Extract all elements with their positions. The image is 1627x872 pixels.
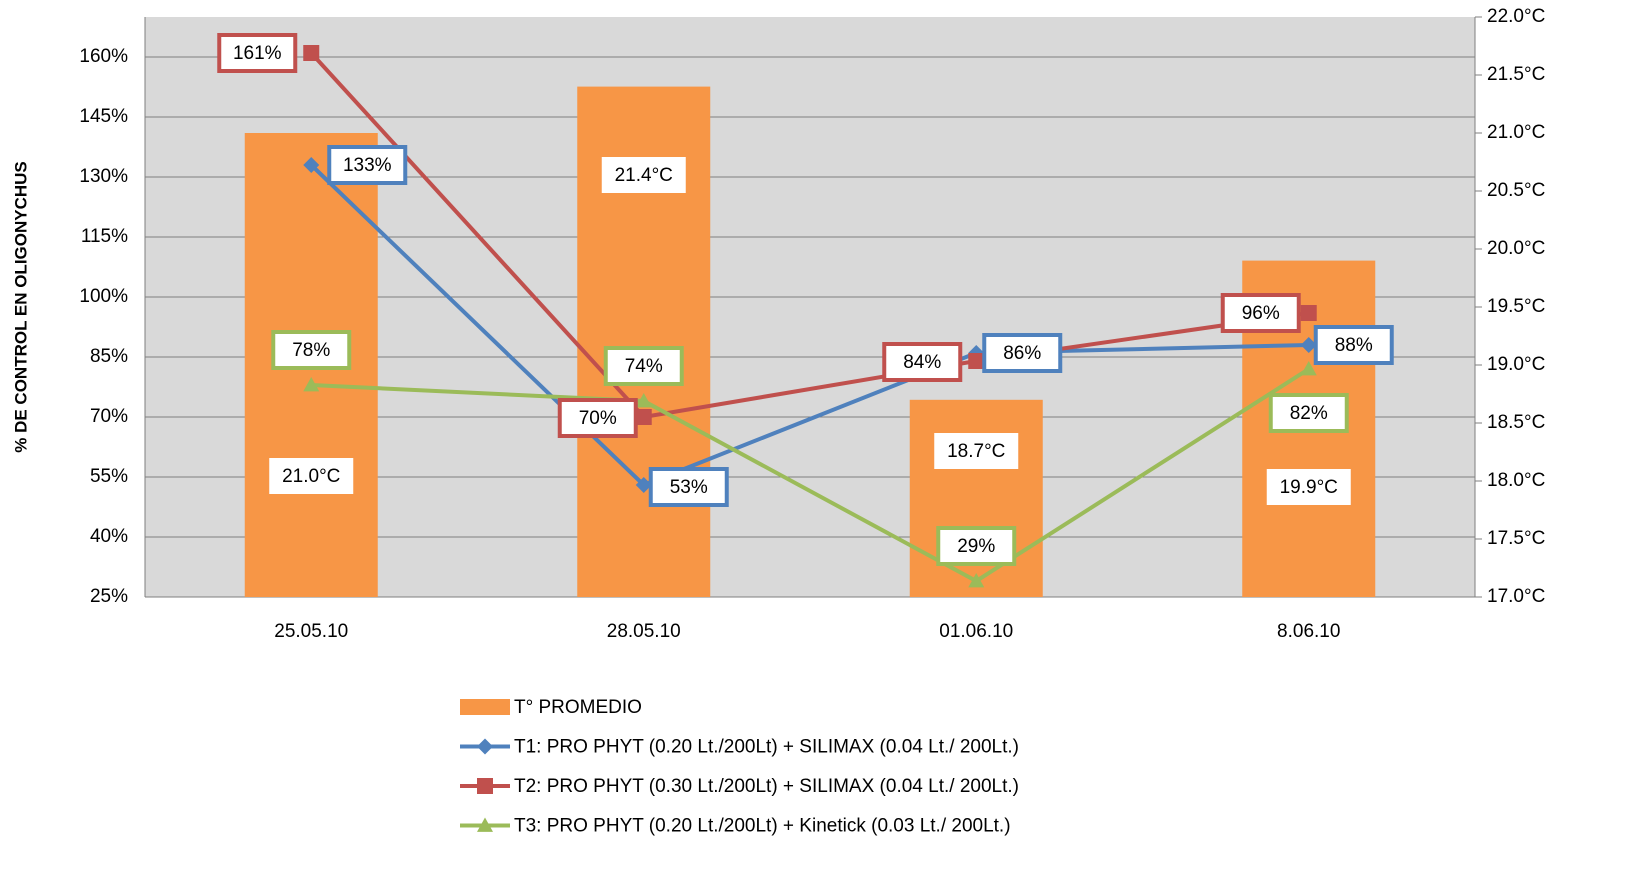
marker xyxy=(968,573,985,588)
data-label-box xyxy=(982,333,1063,373)
marker xyxy=(1300,337,1317,353)
y-tick-label: 55% xyxy=(90,466,128,487)
line xyxy=(311,367,1310,584)
x-tick-label: 25.05.10 xyxy=(274,621,348,642)
data-label-box xyxy=(217,33,298,73)
data-label: 19.9°C xyxy=(1280,477,1338,498)
y2-tick-label: 17.5°C xyxy=(1487,528,1545,549)
marker xyxy=(477,738,493,755)
marker xyxy=(635,409,652,425)
data-label: 21.0°C xyxy=(282,466,340,487)
data-label: 161% xyxy=(233,43,282,64)
data-label: 84% xyxy=(903,352,941,373)
marker xyxy=(635,477,652,493)
x-tick-label: 28.05.10 xyxy=(607,621,681,642)
data-label: 74% xyxy=(625,356,663,377)
y-tick-label: 100% xyxy=(79,286,128,307)
data-label-box xyxy=(882,342,963,382)
data-label-box xyxy=(648,467,729,507)
marker xyxy=(303,377,320,392)
marker xyxy=(1300,361,1317,376)
data-label-box xyxy=(1268,393,1349,433)
data-label-box xyxy=(936,526,1017,566)
data-label-box xyxy=(934,433,1019,469)
y2-tick-label: 18.0°C xyxy=(1487,470,1545,491)
data-label-box xyxy=(601,157,686,193)
data-label-box xyxy=(269,458,354,494)
marker xyxy=(303,157,320,173)
data-label-box xyxy=(327,145,408,185)
y-tick-label: 40% xyxy=(90,526,128,547)
y2-tick-label: 19.0°C xyxy=(1487,354,1545,375)
y-tick-label: 115% xyxy=(81,226,128,247)
legend-label: T1: PRO PHYT (0.20 Lt./200Lt) + SILIMAX … xyxy=(514,737,1019,758)
y2-tick-label: 18.5°C xyxy=(1487,412,1545,433)
data-label: 21.4°C xyxy=(615,165,673,186)
y2-tick-label: 17.0°C xyxy=(1487,586,1545,607)
data-label: 86% xyxy=(1003,343,1041,364)
data-label-box xyxy=(603,346,684,386)
marker xyxy=(303,45,320,61)
marker xyxy=(968,353,985,369)
data-label: 29% xyxy=(957,536,995,557)
marker xyxy=(477,817,493,832)
y-tick-label: 130% xyxy=(79,166,128,187)
data-label-box xyxy=(271,330,352,370)
data-label-box xyxy=(1220,293,1301,333)
marker xyxy=(635,393,652,408)
y2-tick-label: 20.5°C xyxy=(1487,180,1545,201)
data-label-box xyxy=(557,398,638,438)
line xyxy=(309,163,1309,488)
data-label: 82% xyxy=(1290,403,1328,424)
legend-label: T3: PRO PHYT (0.20 Lt./200Lt) + Kinetick… xyxy=(514,816,1011,837)
y2-tick-label: 22.0°C xyxy=(1487,6,1545,27)
y2-tick-label: 21.0°C xyxy=(1487,122,1545,143)
legend-label: T2: PRO PHYT (0.30 Lt./200Lt) + SILIMAX … xyxy=(514,776,1019,797)
data-label: 78% xyxy=(292,340,330,361)
y-tick-label: 160% xyxy=(79,46,128,67)
data-label-box xyxy=(1313,325,1394,365)
y-tick-label: 85% xyxy=(90,346,128,367)
y-tick-label: 145% xyxy=(79,106,128,127)
y-tick-label: 70% xyxy=(90,406,128,427)
bar xyxy=(909,399,1043,597)
data-label: 88% xyxy=(1335,335,1373,356)
y-axis-title: % DE CONTROL EN OLIGONYCHUS xyxy=(11,161,30,453)
data-label: 53% xyxy=(670,477,708,498)
data-label: 96% xyxy=(1242,303,1280,324)
line xyxy=(309,51,1310,420)
data-label: 70% xyxy=(579,408,617,429)
marker xyxy=(1300,305,1317,321)
marker xyxy=(477,778,493,794)
legend-swatch xyxy=(460,699,510,715)
y2-tick-label: 20.0°C xyxy=(1487,238,1545,259)
legend-label: T° PROMEDIO xyxy=(514,697,642,718)
x-tick-label: 8.06.10 xyxy=(1277,621,1340,642)
y-tick-label: 25% xyxy=(90,586,128,607)
data-label: 18.7°C xyxy=(947,441,1005,462)
y2-tick-label: 21.5°C xyxy=(1487,64,1545,85)
y2-tick-label: 19.5°C xyxy=(1487,296,1545,317)
data-label: 133% xyxy=(343,155,392,176)
data-label-box xyxy=(1266,469,1351,505)
x-tick-label: 01.06.10 xyxy=(939,621,1013,642)
